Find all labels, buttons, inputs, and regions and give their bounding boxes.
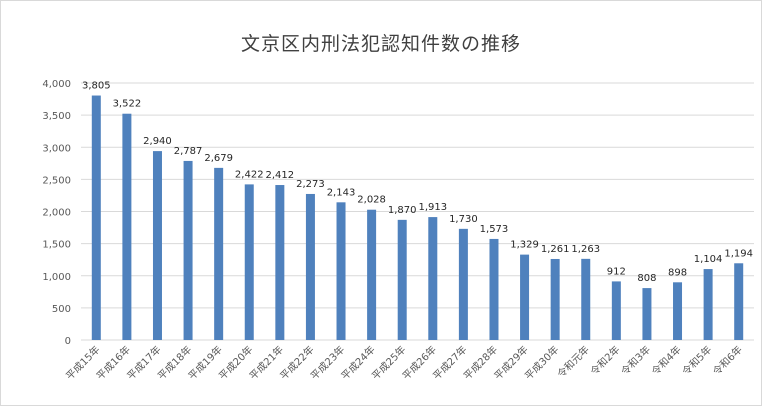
- category-label: 令和4年: [649, 343, 684, 378]
- bar: [152, 151, 162, 340]
- bar: [458, 228, 468, 340]
- bar: [367, 209, 377, 340]
- bar: [244, 184, 254, 340]
- bar: [336, 202, 346, 340]
- bar: [642, 288, 652, 340]
- bar: [428, 217, 438, 340]
- category-label: 令和6年: [710, 343, 745, 378]
- data-label: 1,194: [724, 248, 753, 259]
- data-label: 912: [607, 266, 626, 277]
- bar: [550, 258, 560, 340]
- data-label: 1,870: [388, 205, 417, 216]
- data-label: 2,273: [296, 179, 325, 190]
- bar: [305, 193, 315, 340]
- bar: [214, 167, 224, 340]
- category-label: 令和元年: [554, 343, 591, 380]
- data-label: 1,263: [571, 244, 600, 255]
- y-tick-label: 4,000: [42, 79, 71, 90]
- bar: [183, 160, 193, 340]
- category-label: 令和2年: [588, 343, 623, 378]
- bar: [734, 263, 744, 340]
- category-label: 令和3年: [618, 343, 653, 378]
- bar: [611, 281, 621, 340]
- data-label: 2,422: [235, 169, 264, 180]
- bar: [581, 258, 591, 340]
- data-label: 1,730: [449, 214, 478, 225]
- bar: [703, 269, 713, 340]
- bar: [91, 95, 101, 340]
- bar: [489, 238, 499, 340]
- bar: [275, 185, 285, 340]
- data-label: 1,104: [694, 254, 723, 265]
- data-label: 2,143: [327, 187, 356, 198]
- bar: [122, 113, 132, 340]
- data-label: 2,940: [143, 136, 172, 147]
- y-tick-label: 3,000: [42, 143, 71, 154]
- data-label: 2,679: [204, 153, 233, 164]
- y-tick-label: 500: [52, 304, 71, 315]
- category-label: 令和5年: [679, 343, 714, 378]
- bar: [520, 254, 530, 340]
- y-tick-label: 2,500: [42, 175, 71, 186]
- data-label: 1,329: [510, 240, 539, 251]
- data-label: 808: [637, 273, 656, 284]
- data-label: 1,913: [418, 202, 447, 213]
- data-label: 2,028: [357, 195, 386, 206]
- y-tick-label: 3,500: [42, 111, 71, 122]
- chart-title: 文京区内刑法犯認知件数の推移: [240, 33, 521, 55]
- data-label: 898: [668, 267, 687, 278]
- data-label: 3,522: [113, 99, 142, 110]
- y-tick-label: 1,000: [42, 272, 71, 283]
- y-tick-label: 0: [65, 336, 71, 347]
- y-tick-label: 1,500: [42, 240, 71, 251]
- bar: [397, 219, 407, 340]
- data-label: 2,412: [266, 170, 295, 181]
- y-tick-label: 2,000: [42, 208, 71, 219]
- data-label: 1,261: [541, 244, 570, 255]
- category-label: 平成30年: [522, 343, 561, 382]
- bar: [673, 282, 683, 340]
- data-label: 2,787: [174, 146, 203, 157]
- data-label: 3,805: [82, 81, 111, 92]
- data-label: 1,573: [480, 224, 509, 235]
